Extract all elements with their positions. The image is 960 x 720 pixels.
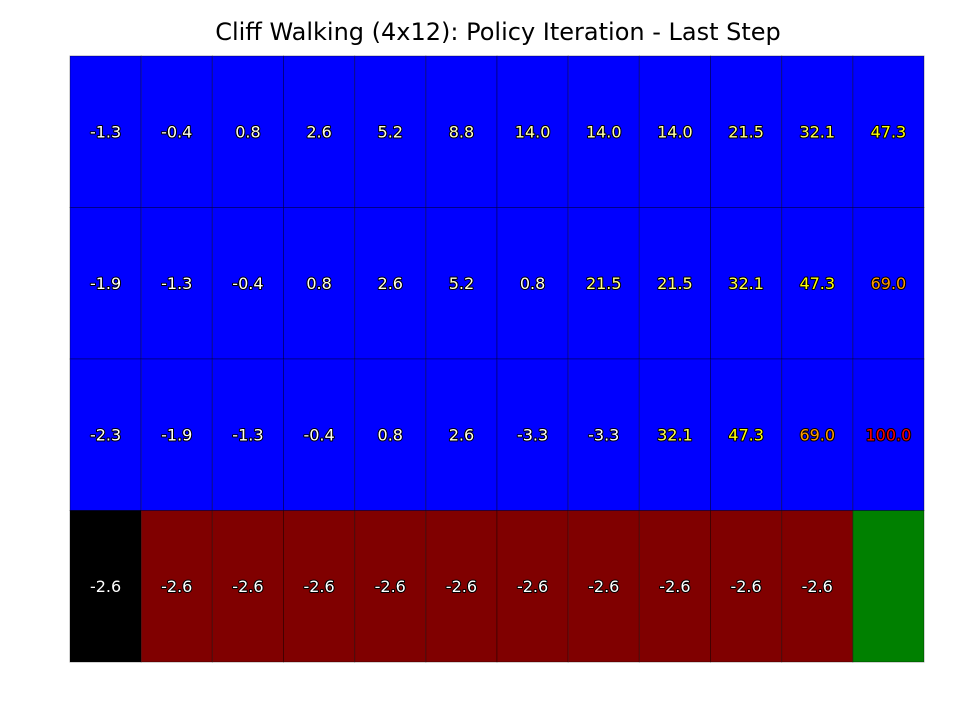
cell-value-label: -0.4 [161,122,192,141]
cell-value-label: -1.9 [161,425,192,444]
heatmap-cell-normal [496,207,569,360]
cell-value-label: -0.4 [232,274,263,293]
heatmap-cell-normal [69,55,142,208]
cell-value-label: -2.6 [730,577,761,596]
cell-value-label: 8.8 [449,122,474,141]
heatmap-cell-normal [425,207,498,360]
cell-value-label: 0.8 [378,425,403,444]
cell-value-label: -2.6 [659,577,690,596]
heatmap-cell-normal [710,55,783,208]
heatmap-cell-cliff [354,510,427,663]
cell-value-label: -1.3 [90,122,121,141]
cell-value-label: 47.3 [871,122,907,141]
heatmap-cell-normal [638,55,711,208]
cell-value-label: -2.6 [802,577,833,596]
heatmap-cell-normal [852,207,925,360]
cell-value-label: 32.1 [657,425,693,444]
heatmap-cell-normal [140,55,213,208]
heatmap-cell-normal [852,358,925,511]
cell-value-label: -2.6 [161,577,192,596]
labels-layer: -1.3 -0.4 0.8 2.6 5.2 8.8 14.0 14.0 14.0 21.5 32.1… [89,121,912,597]
cell-value-label: 0.8 [520,274,545,293]
cell-value-label: -2.6 [303,577,334,596]
cell-value-label: 21.5 [728,122,764,141]
cell-value-label: -2.6 [446,577,477,596]
heatmap-cell-normal [567,55,640,208]
cell-value-label: 69.0 [871,274,907,293]
heatmap-cell-normal [638,207,711,360]
heatmap-cell-normal [211,207,284,360]
heatmap-cell-cliff [496,510,569,663]
cell-value-label: 21.5 [586,274,622,293]
heatmap-cell-normal [354,358,427,511]
heatmap-cell-start [69,510,142,663]
heatmap-cell-normal [140,358,213,511]
cell-value-label: 14.0 [515,122,551,141]
heatmap-cell-normal [211,55,284,208]
heatmap-cell-normal [496,358,569,511]
cell-value-label: 2.6 [449,425,474,444]
heatmap-cell-normal [710,358,783,511]
cell-value-label: 0.8 [235,122,260,141]
heatmap-cell-normal [140,207,213,360]
cell-value-label: -1.3 [161,274,192,293]
heatmap-cell-cliff [140,510,213,663]
cell-value-label: -2.6 [375,577,406,596]
cell-value-label: -2.3 [90,425,121,444]
cell-value-label: -2.6 [517,577,548,596]
cell-value-label: 100.0 [866,425,912,444]
chart-title: Cliff Walking (4x12): Policy Iteration -… [215,18,781,46]
heatmap-cell-normal [710,207,783,360]
cell-value-label: 5.2 [449,274,474,293]
heatmap-cell-normal [283,55,356,208]
heatmap-cell-cliff [781,510,854,663]
heatmap-cell-normal [638,358,711,511]
cell-value-label: 32.1 [728,274,764,293]
cell-value-label: -1.3 [232,425,263,444]
heatmap-cell-normal [69,358,142,511]
cell-value-label: 5.2 [378,122,403,141]
heatmap-cell-normal [354,207,427,360]
heatmap-cell-normal [496,55,569,208]
cells-layer [69,55,925,663]
cell-value-label: 2.6 [306,122,331,141]
cell-value-label: 32.1 [799,122,835,141]
cell-value-label: 14.0 [657,122,693,141]
cell-value-label: 21.5 [657,274,693,293]
cell-value-label: -1.9 [90,274,121,293]
heatmap-cell-normal [567,207,640,360]
cell-value-label: 0.8 [306,274,331,293]
heatmap-cell-cliff [211,510,284,663]
cell-value-label: -2.6 [588,577,619,596]
cell-value-label: -3.3 [588,425,619,444]
heatmap-cell-cliff [638,510,711,663]
heatmap-cell-normal [425,358,498,511]
cell-value-label: 47.3 [799,274,835,293]
cell-value-label: -3.3 [517,425,548,444]
cell-value-label: 47.3 [728,425,764,444]
heatmap-cell-goal [852,510,925,663]
cell-value-label: 69.0 [799,425,835,444]
heatmap-cell-cliff [567,510,640,663]
heatmap-cell-normal [283,207,356,360]
cell-value-label: 14.0 [586,122,622,141]
cell-value-label: -2.6 [90,577,121,596]
heatmap-cell-cliff [710,510,783,663]
heatmap-cell-normal [852,55,925,208]
heatmap-cell-normal [781,207,854,360]
heatmap-cell-cliff [425,510,498,663]
cell-value-label: -2.6 [232,577,263,596]
heatmap-cell-normal [781,358,854,511]
heatmap-cell-normal [69,207,142,360]
cell-value-label: 2.6 [378,274,403,293]
cell-value-label: -0.4 [303,425,334,444]
